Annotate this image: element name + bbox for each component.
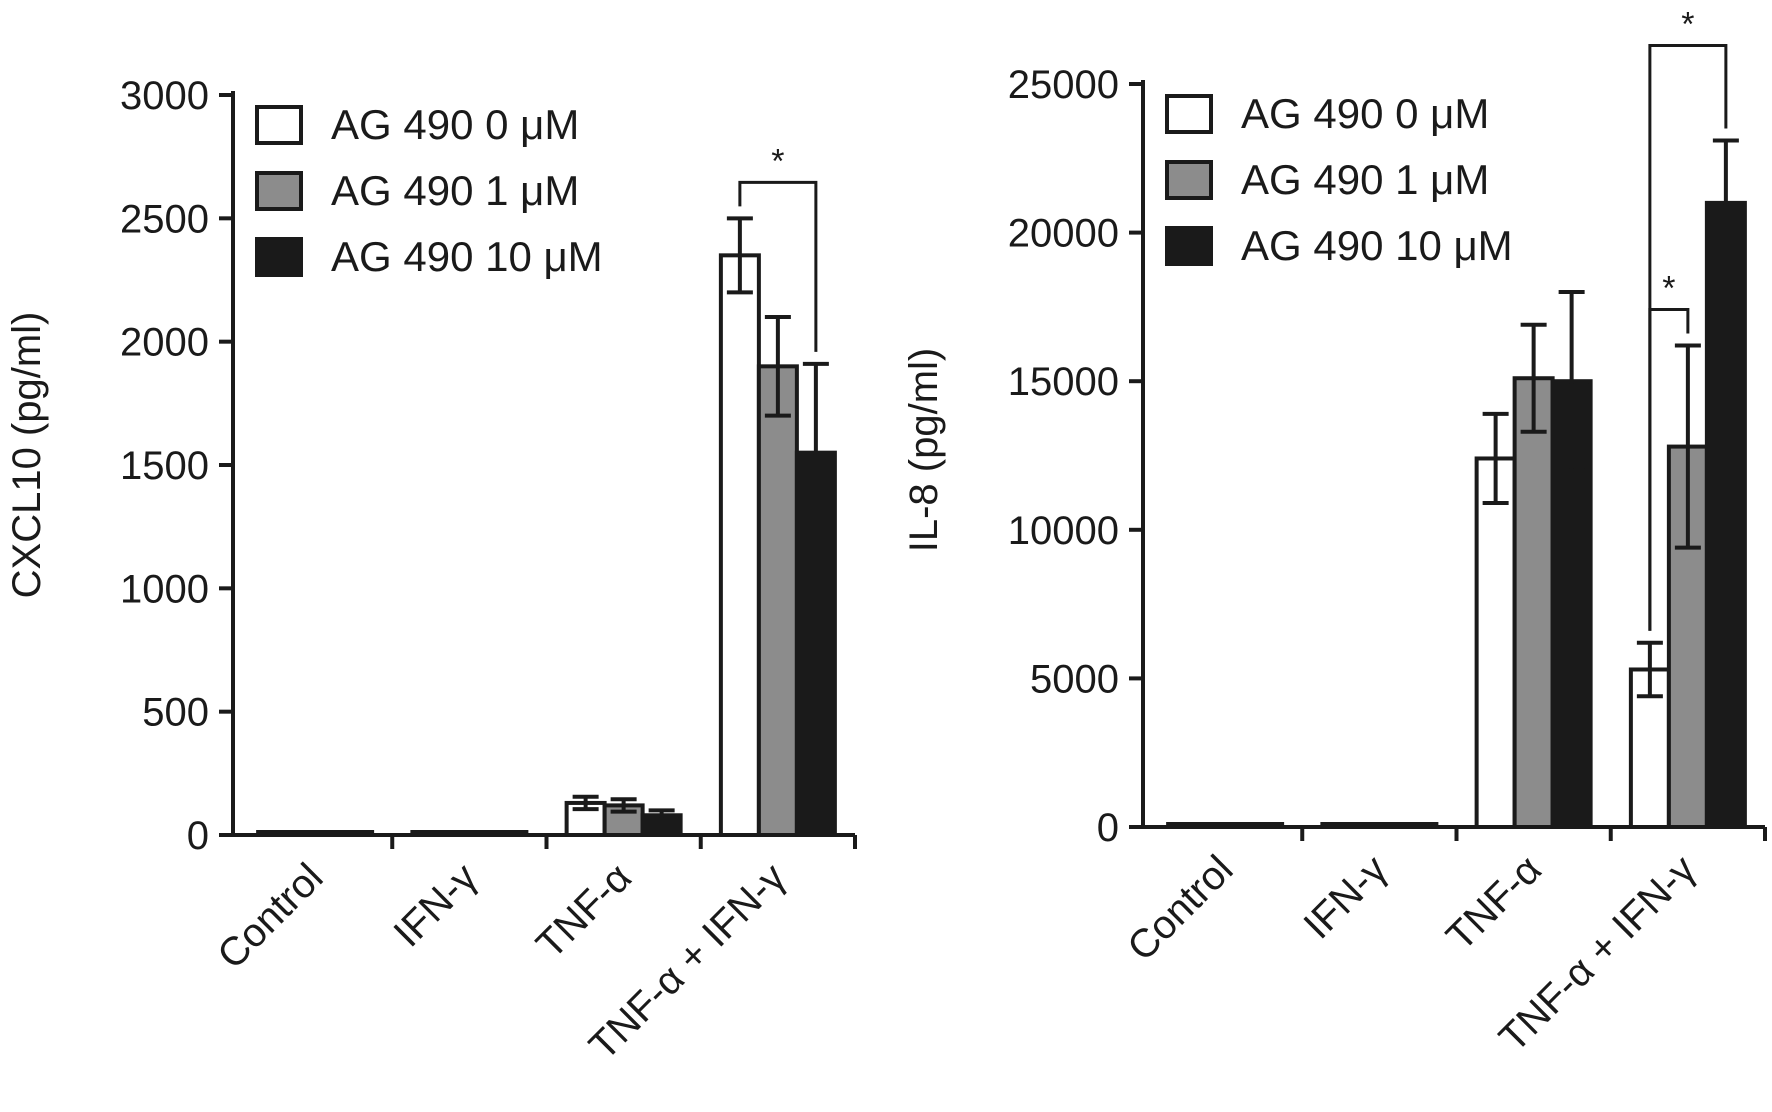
x-category-label: TNF-α bbox=[528, 855, 640, 967]
bar bbox=[294, 830, 337, 837]
legend-swatch bbox=[255, 105, 303, 145]
y-tick-label: 1000 bbox=[120, 567, 209, 611]
legend-swatch bbox=[1165, 94, 1213, 134]
y-tick-label: 5000 bbox=[1030, 657, 1119, 701]
chart-panel-1: 0 500 1000 1500 2000 2500 3000 CXCL10 (pg/ml) Co… bbox=[5, 74, 857, 1068]
bar bbox=[1204, 822, 1247, 829]
bar bbox=[794, 450, 837, 837]
bar bbox=[1704, 200, 1747, 829]
chart-panel-2: 0 5000 10000 15000 20000 25000 IL-8 (pg/ml) Con… bbox=[902, 5, 1767, 1060]
y-tick-label: 0 bbox=[1097, 806, 1119, 850]
bar bbox=[486, 830, 529, 837]
legend-label: AG 490 1 μM bbox=[1241, 156, 1489, 203]
bar bbox=[410, 830, 453, 837]
legend-label: AG 490 0 μM bbox=[1241, 90, 1489, 137]
y-axis-label: CXCL10 (pg/ml) bbox=[5, 312, 49, 599]
legend-label: AG 490 10 μM bbox=[1241, 222, 1513, 269]
y-tick-label: 10000 bbox=[1008, 509, 1119, 553]
legend-label: AG 490 10 μM bbox=[331, 233, 603, 280]
legend-label: AG 490 0 μM bbox=[331, 101, 579, 148]
significance-bracket bbox=[1648, 43, 1728, 631]
bar bbox=[256, 830, 299, 837]
bar bbox=[1320, 822, 1363, 829]
bar bbox=[1358, 822, 1401, 829]
bar bbox=[1166, 822, 1209, 829]
x-category-label: Control bbox=[209, 855, 331, 977]
y-tick-label: 3000 bbox=[120, 74, 209, 118]
legend-swatch bbox=[1165, 160, 1213, 200]
y-tick-label: 0 bbox=[187, 814, 209, 858]
legend-swatch bbox=[1165, 226, 1213, 266]
x-category-label: TNF-α bbox=[1438, 847, 1550, 959]
y-axis-label: IL-8 (pg/ml) bbox=[902, 348, 946, 553]
y-tick-label: 1500 bbox=[120, 444, 209, 488]
y-tick-label: 2500 bbox=[120, 197, 209, 241]
significance-label: * bbox=[771, 142, 784, 180]
y-tick-label: 15000 bbox=[1008, 360, 1119, 404]
x-category-label: IFN-γ bbox=[1295, 847, 1395, 947]
x-category-label: Control bbox=[1119, 847, 1241, 969]
significance-bracket bbox=[738, 180, 818, 352]
legend-swatch bbox=[255, 237, 303, 277]
bar bbox=[332, 830, 375, 837]
x-category-label: IFN-γ bbox=[385, 855, 485, 955]
bar bbox=[1512, 376, 1555, 829]
y-tick-label: 25000 bbox=[1008, 63, 1119, 107]
y-tick-label: 500 bbox=[142, 691, 209, 735]
bar bbox=[718, 253, 761, 838]
legend-label: AG 490 1 μM bbox=[331, 167, 579, 214]
bar bbox=[1474, 456, 1517, 829]
bar bbox=[448, 830, 491, 837]
y-tick-label: 20000 bbox=[1008, 212, 1119, 256]
bar bbox=[756, 364, 799, 837]
bar bbox=[1242, 822, 1285, 829]
y-tick-label: 2000 bbox=[120, 321, 209, 365]
bar bbox=[1396, 822, 1439, 829]
legend-swatch bbox=[255, 171, 303, 211]
significance-label: * bbox=[1662, 270, 1675, 308]
significance-label: * bbox=[1681, 5, 1694, 43]
